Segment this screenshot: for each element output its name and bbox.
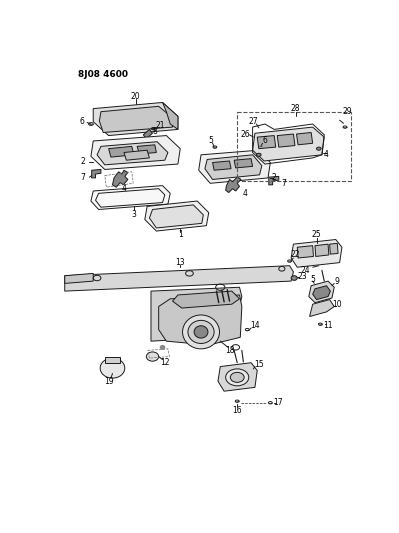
Polygon shape [297, 246, 314, 258]
Text: 22: 22 [291, 251, 300, 260]
Polygon shape [93, 102, 178, 135]
Polygon shape [213, 161, 231, 170]
Text: 8J08 4600: 8J08 4600 [78, 70, 128, 79]
Text: 17: 17 [273, 398, 283, 407]
Polygon shape [159, 295, 242, 345]
Polygon shape [151, 287, 242, 341]
Polygon shape [97, 142, 168, 165]
Ellipse shape [316, 147, 321, 150]
Polygon shape [218, 363, 257, 391]
Text: 7: 7 [81, 173, 86, 182]
Ellipse shape [100, 358, 125, 378]
Text: 4: 4 [324, 150, 329, 159]
Polygon shape [150, 205, 203, 228]
Polygon shape [91, 135, 180, 169]
Text: 15: 15 [254, 360, 264, 369]
Polygon shape [124, 150, 150, 160]
Polygon shape [277, 134, 295, 147]
Ellipse shape [188, 320, 214, 343]
Polygon shape [205, 155, 262, 180]
Text: 3: 3 [132, 209, 136, 219]
Text: 24: 24 [300, 266, 310, 275]
Polygon shape [315, 244, 329, 256]
Text: 4: 4 [243, 189, 247, 198]
Text: 27: 27 [249, 117, 258, 126]
Text: 14: 14 [250, 321, 260, 330]
Text: 7: 7 [281, 179, 286, 188]
Polygon shape [269, 176, 279, 185]
Text: 5: 5 [310, 275, 315, 284]
Ellipse shape [230, 373, 244, 382]
Text: 2: 2 [81, 157, 86, 166]
Ellipse shape [194, 326, 208, 338]
Text: 4: 4 [122, 184, 126, 193]
Text: 25: 25 [312, 230, 321, 239]
Polygon shape [310, 300, 334, 317]
Polygon shape [162, 102, 178, 130]
Text: 29: 29 [342, 107, 352, 116]
Polygon shape [65, 265, 293, 291]
Text: 11: 11 [323, 321, 333, 330]
Ellipse shape [146, 352, 159, 361]
Text: 23: 23 [297, 272, 307, 281]
Polygon shape [172, 291, 239, 308]
Polygon shape [257, 135, 276, 149]
Text: 10: 10 [332, 300, 342, 309]
Bar [105, 357, 120, 363]
Polygon shape [199, 150, 271, 183]
Polygon shape [99, 106, 172, 133]
Ellipse shape [291, 276, 297, 280]
Text: 13: 13 [176, 258, 185, 267]
Polygon shape [92, 169, 101, 178]
Text: 5: 5 [209, 136, 213, 146]
Bar [237, 112, 351, 181]
Polygon shape [234, 159, 253, 168]
Text: 6: 6 [79, 117, 84, 126]
Polygon shape [143, 130, 152, 139]
Polygon shape [137, 145, 156, 154]
Ellipse shape [182, 315, 219, 349]
Ellipse shape [257, 154, 261, 156]
Polygon shape [145, 201, 209, 231]
Text: 19: 19 [104, 377, 113, 386]
Polygon shape [91, 185, 170, 209]
Polygon shape [65, 273, 93, 284]
Text: 16: 16 [232, 406, 242, 415]
Text: 21: 21 [156, 121, 165, 130]
Polygon shape [296, 133, 313, 145]
Text: 9: 9 [335, 277, 340, 286]
Text: 20: 20 [131, 92, 140, 101]
Text: 26: 26 [241, 130, 251, 139]
Polygon shape [226, 177, 241, 192]
Ellipse shape [226, 369, 249, 386]
Polygon shape [330, 244, 338, 254]
Polygon shape [291, 239, 342, 267]
Polygon shape [109, 147, 134, 157]
Text: 18: 18 [225, 346, 234, 355]
Text: 12: 12 [160, 358, 170, 367]
Text: 1: 1 [178, 230, 183, 239]
Polygon shape [309, 281, 334, 303]
Text: 8: 8 [152, 127, 157, 136]
Ellipse shape [160, 345, 165, 349]
Polygon shape [313, 286, 330, 300]
Polygon shape [253, 127, 324, 161]
Polygon shape [113, 170, 128, 187]
Text: 28: 28 [291, 104, 300, 113]
Text: 6: 6 [263, 136, 267, 146]
Text: 2: 2 [272, 173, 277, 182]
